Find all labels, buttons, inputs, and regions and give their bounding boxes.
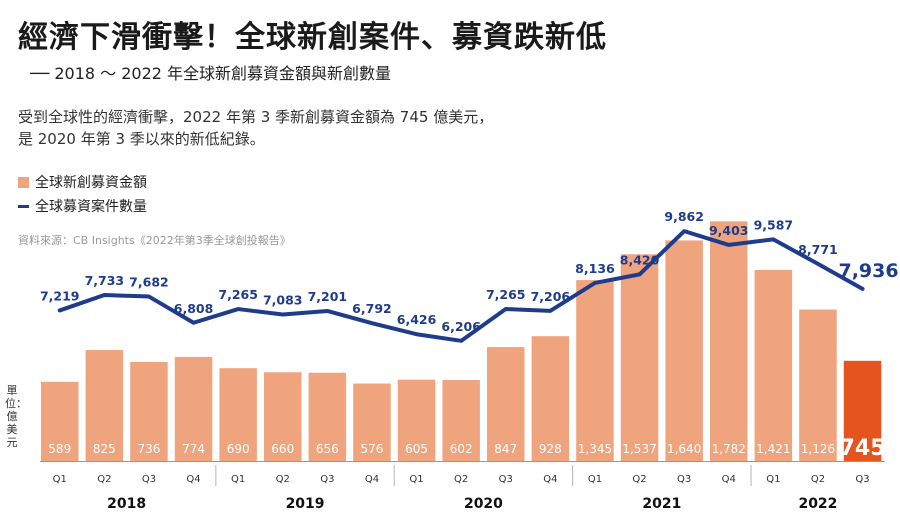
line-value-label: 7,201	[308, 289, 348, 304]
legend-item-deals: 全球募資案件數量	[18, 196, 147, 216]
chart-title: 經濟下滑衝擊！全球新創案件、募資跌新低	[18, 20, 607, 55]
line-value-label: 7,206	[531, 289, 571, 304]
x-tick-label: Q4	[365, 474, 379, 485]
x-tick-label: Q2	[811, 474, 825, 485]
bar-value-label: 690	[227, 442, 250, 456]
bar-value-label: 1,126	[801, 442, 835, 456]
line-value-label: 7,265	[218, 287, 258, 302]
deals-line	[57, 229, 865, 343]
line-value-label: 6,426	[397, 312, 437, 327]
line-value-label: 7,219	[40, 288, 80, 303]
line-value-label: 6,206	[441, 319, 481, 334]
bar-value-label: 847	[494, 442, 517, 456]
year-label: 2019	[286, 496, 325, 512]
x-tick-label: Q1	[53, 474, 67, 485]
x-tick-label: Q4	[722, 474, 736, 485]
bar	[531, 336, 570, 461]
legend-bar-label: 全球新創募資金額	[35, 175, 147, 191]
year-label: 2018	[107, 496, 146, 512]
bar	[754, 269, 793, 461]
x-tick-label: Q3	[499, 474, 513, 485]
bar-value-label: 745	[840, 436, 886, 461]
description-line-2: 是 2020 年第 3 季以來的新低紀錄。	[18, 130, 265, 148]
bar-value-label: 1,421	[756, 442, 790, 456]
bar-value-label: 656	[316, 442, 339, 456]
bar	[665, 240, 703, 461]
chart-description: 受到全球性的經濟衝擊，2022 年第 3 季新創募資金額為 745 億美元， 是…	[18, 106, 493, 150]
x-tick-label: Q2	[454, 474, 468, 485]
line-value-label: 8,136	[575, 261, 615, 276]
bar-value-label: 774	[182, 442, 205, 456]
line-value-label: 9,862	[664, 209, 704, 224]
bar	[620, 254, 659, 461]
bar-value-label: 736	[137, 442, 160, 456]
line-value-label: 8,771	[798, 242, 838, 257]
bar-value-label: 1,537	[622, 442, 656, 456]
bar	[41, 381, 79, 461]
line-value-label: 8,420	[620, 252, 660, 267]
bar	[487, 347, 525, 461]
bar-value-label: 589	[48, 442, 71, 456]
x-tick-label: Q2	[97, 474, 111, 485]
line-value-label: 7,733	[85, 273, 125, 288]
line-value-label: 9,403	[709, 223, 749, 238]
x-tick-label: Q3	[142, 474, 156, 485]
line-value-label: 9,587	[754, 217, 794, 232]
line-value-label: 7,083	[263, 293, 303, 308]
bar	[843, 360, 882, 461]
x-tick-label: Q3	[320, 474, 334, 485]
year-label: 2022	[798, 496, 837, 512]
bar	[219, 368, 257, 461]
legend-item-funding: 全球新創募資金額	[18, 172, 147, 192]
x-tick-label: Q4	[186, 474, 200, 485]
legend-line-swatch	[18, 204, 29, 208]
line-value-label: 7,936	[838, 260, 898, 282]
bar-value-label: 1,782	[712, 442, 746, 456]
legend-bar-swatch	[18, 176, 29, 188]
line-value-label: 6,808	[174, 301, 214, 316]
bar	[442, 380, 480, 461]
bar	[308, 372, 347, 461]
line-value-label: 7,682	[129, 275, 169, 290]
bar	[576, 280, 614, 461]
x-tick-label: Q4	[543, 474, 557, 485]
x-tick-label: Q3	[677, 474, 691, 485]
x-tick-label: Q3	[855, 474, 869, 485]
x-tick-label: Q1	[409, 474, 423, 485]
description-line-1: 受到全球性的經濟衝擊，2022 年第 3 季新創募資金額為 745 億美元，	[18, 108, 494, 126]
bar-value-label: 1,345	[578, 442, 612, 456]
x-tick-label: Q2	[276, 474, 290, 485]
bar-value-label: 602	[450, 442, 473, 456]
bar-value-label: 928	[539, 442, 562, 456]
source-note: 資料來源：CB Insights《2022年第3季全球創投報告》	[18, 234, 291, 247]
line-value-label: 7,265	[486, 287, 526, 302]
bar	[799, 309, 837, 461]
bar-value-label: 576	[360, 442, 383, 456]
year-label: 2020	[464, 496, 503, 512]
bar	[353, 383, 391, 461]
x-tick-label: Q2	[632, 474, 646, 485]
bar	[174, 356, 213, 461]
bar	[264, 372, 302, 461]
bar-value-label: 1,640	[667, 442, 701, 456]
x-tick-label: Q1	[588, 474, 602, 485]
year-label: 2021	[642, 496, 681, 512]
chart-subtitle: ── 2018 ～ 2022 年全球新創募資金額與新創數量	[30, 64, 392, 83]
legend-line-label: 全球募資案件數量	[35, 199, 147, 215]
bar-value-label: 825	[93, 442, 116, 456]
bar	[397, 379, 436, 461]
bar	[85, 350, 124, 461]
bar-value-label: 605	[405, 442, 428, 456]
x-tick-label: Q1	[766, 474, 780, 485]
bar-value-label: 660	[271, 442, 294, 456]
bar	[710, 221, 748, 461]
line-value-label: 6,792	[352, 301, 392, 316]
bar	[130, 362, 168, 461]
x-tick-label: Q1	[231, 474, 245, 485]
